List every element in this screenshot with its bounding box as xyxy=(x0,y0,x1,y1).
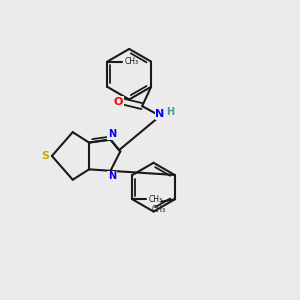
Text: O: O xyxy=(114,97,123,107)
Text: CH₃: CH₃ xyxy=(124,57,139,66)
Text: S: S xyxy=(41,151,50,161)
Text: N: N xyxy=(155,110,165,119)
Text: N: N xyxy=(108,171,116,181)
Text: N: N xyxy=(108,129,116,139)
Text: CH₃: CH₃ xyxy=(151,205,165,214)
Text: CH₃: CH₃ xyxy=(149,195,163,204)
Text: H: H xyxy=(166,107,174,117)
